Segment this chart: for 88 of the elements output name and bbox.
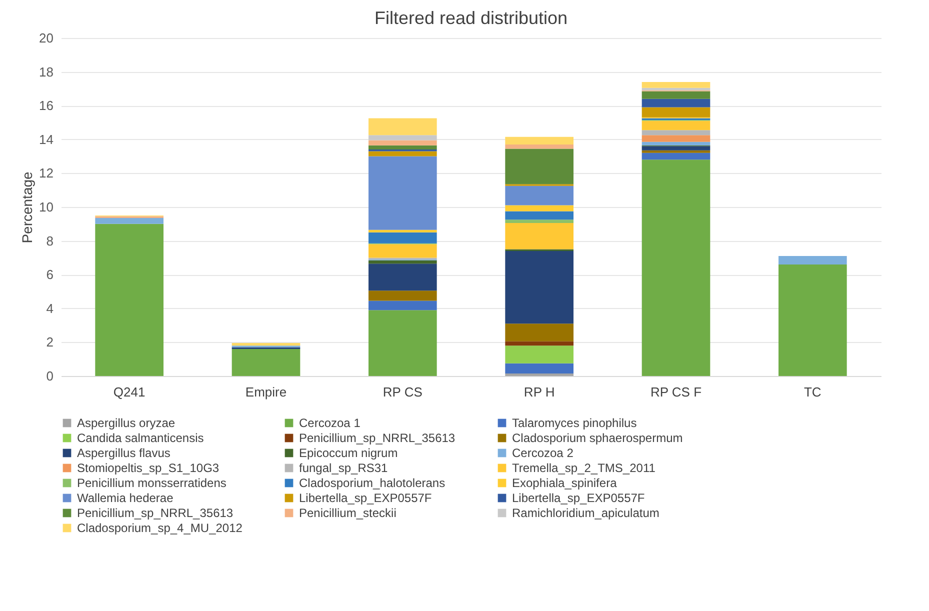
bar [368,140,437,146]
x-tick-label: TC [804,384,822,400]
bar [505,223,574,250]
y-axis-title: Percentage [19,171,36,244]
legend-label: Penicillium_steckii [299,506,396,520]
legend-label: Exophiala_spinifera [512,476,618,490]
legend-label: Cercozoa 1 [299,416,361,430]
bar [505,148,574,184]
legend-label: Penicillium_sp_NRRL_35613 [77,506,234,520]
bar [368,260,437,264]
legend-label: Libertella_sp_EXP0557F [512,491,645,505]
y-tick-label: 18 [39,64,54,80]
legend-label: Cladosporium_sp_4_MU_2012 [77,521,243,535]
y-tick-label: 20 [39,30,54,46]
bar [505,363,574,374]
bar [505,373,574,376]
bar [642,88,710,90]
y-tick-label: 8 [46,233,54,248]
bar [642,107,710,118]
y-tick-label: 4 [46,300,54,316]
legend-label: Aspergillus oryzae [77,416,176,430]
legend-label: Aspergillus flavus [77,446,170,460]
bar [232,348,300,376]
bar [368,230,437,232]
bar [642,98,710,108]
x-tick-label: Q241 [113,384,146,400]
y-tick-label: 2 [46,334,54,350]
y-tick-label: 6 [46,267,54,282]
x-tick-label: RP CS F [650,384,702,400]
legend-label: Tremella_sp_2_TMS_2011 [512,461,656,475]
legend-label: Epicoccum nigrum [299,446,398,460]
legend-label: Cladosporium sphaerospermum [512,431,683,445]
bar [368,118,437,136]
bar [505,220,574,224]
y-tick-label: 14 [39,132,54,147]
bar [642,146,710,150]
x-tick-label: RP H [524,384,555,400]
bar [368,264,437,291]
y-tick-label: 0 [46,368,54,384]
legend-label: Cladosporium_halotolerans [299,476,446,490]
bar [642,152,710,160]
legend-label: Penicillium_sp_NRRL_35613 [299,431,456,445]
bar [232,343,300,346]
chart-title: Filtered read distribution [374,8,568,28]
bar [368,290,437,301]
bar [368,244,437,258]
bar [642,160,710,376]
bar [95,224,164,376]
y-tick-label: 12 [39,166,54,181]
bar [642,91,710,99]
bar [368,135,437,140]
bar [368,232,437,244]
legend-label: Ramichloridium_apiculatum [512,506,660,520]
bar [505,346,574,364]
bar [368,300,437,310]
bar [95,218,164,224]
legend-label: Cercozoa 2 [512,446,574,460]
bar [505,341,574,346]
bar [642,120,710,130]
legend-label: Candida salmanticensis [77,431,204,445]
bar [642,130,710,136]
legend-label: Wallemia hederae [77,491,174,505]
bar [505,324,574,342]
bar [368,151,437,156]
legend-label: Libertella_sp_EXP0557F [299,491,432,505]
bar [505,211,574,220]
legend-label: Talaromyces pinophilus [512,416,637,430]
bar [505,144,574,149]
bar [505,136,574,144]
legend-label: fungal_sp_RS31 [299,461,388,475]
legend-label: Stomiopeltis_sp_S1_10G3 [77,461,220,475]
x-tick-label: Empire [245,384,287,400]
bar [778,256,847,264]
bar [368,145,437,150]
bar [642,142,710,146]
bar [505,250,574,324]
bar [368,310,437,376]
y-tick-label: 10 [39,200,54,214]
bar [505,205,574,212]
bar [505,186,574,206]
bar [642,135,710,142]
legend-label: Penicillium monsserratidens [77,476,226,490]
bar [642,82,710,88]
x-tick-label: RP CS [382,384,423,400]
bar [642,150,710,153]
bar [368,156,437,230]
y-tick-label: 16 [39,98,54,114]
bar [778,264,847,376]
